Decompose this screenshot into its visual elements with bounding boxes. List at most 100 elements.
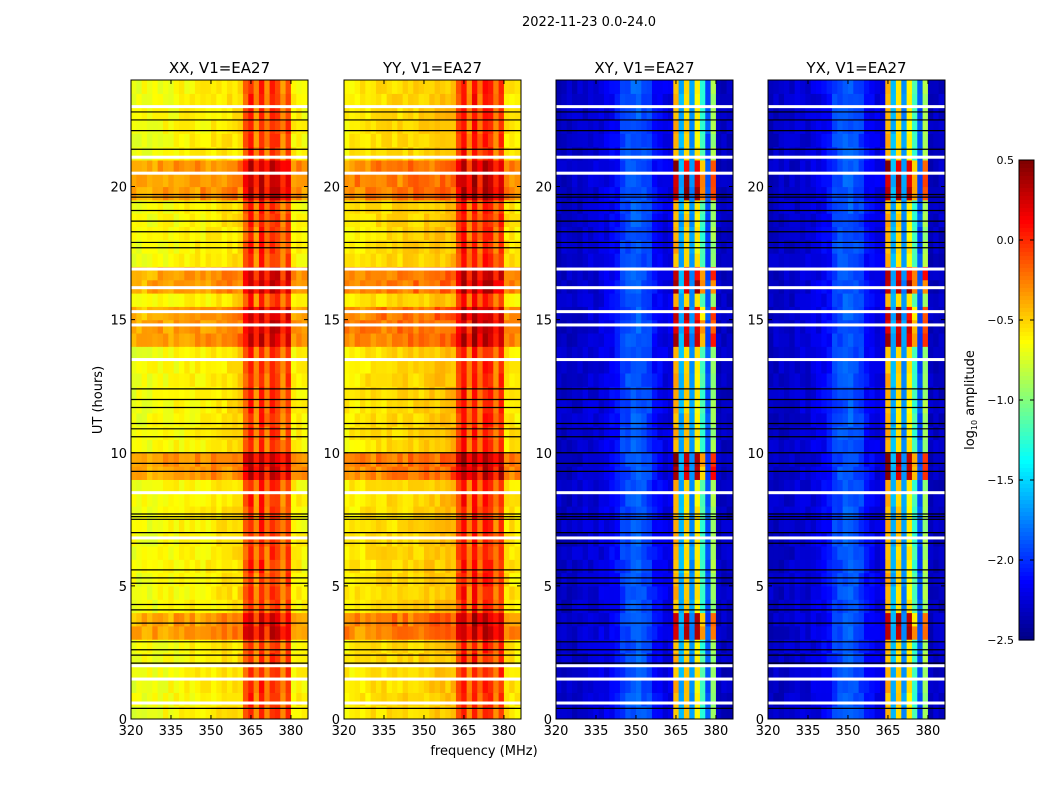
heatmap-cell xyxy=(647,559,653,573)
heatmap-cell xyxy=(349,133,355,147)
heatmap-cell xyxy=(583,599,589,613)
heatmap-cell xyxy=(477,493,483,507)
heatmap-cell xyxy=(344,253,350,267)
heatmap-cell xyxy=(567,320,573,334)
heatmap-cell xyxy=(243,293,249,307)
heatmap-cell xyxy=(695,213,701,227)
y-tick-label: 15 xyxy=(323,314,340,329)
heatmap-cell xyxy=(641,626,647,640)
heatmap-cell xyxy=(376,559,382,573)
heatmap-cell xyxy=(206,586,212,600)
heatmap-cell xyxy=(302,306,308,320)
heatmap-cell xyxy=(593,226,599,240)
heatmap-cell xyxy=(509,226,515,240)
heatmap-cell xyxy=(615,80,621,94)
heatmap-cell xyxy=(488,506,494,520)
heatmap-cell xyxy=(179,613,185,627)
heatmap-cell xyxy=(445,226,451,240)
heatmap-cell xyxy=(657,253,663,267)
heatmap-cell xyxy=(286,107,292,121)
heatmap-cell xyxy=(695,586,701,600)
heatmap-cell xyxy=(238,413,244,427)
heatmap-cell xyxy=(286,120,292,134)
heatmap-cell xyxy=(376,453,382,467)
heatmap-cell xyxy=(488,253,494,267)
heatmap-cell xyxy=(387,453,393,467)
heatmap-cell xyxy=(679,586,685,600)
heatmap-cell xyxy=(440,400,446,414)
heatmap-cell xyxy=(360,80,366,94)
heatmap-cell xyxy=(440,586,446,600)
heatmap-cell xyxy=(684,613,690,627)
heatmap-cell xyxy=(424,453,430,467)
heatmap-cell xyxy=(222,80,228,94)
heatmap-cell xyxy=(286,546,292,560)
heatmap-cell xyxy=(631,333,637,347)
heatmap-cell xyxy=(636,253,642,267)
heatmap-cell xyxy=(227,626,233,640)
heatmap-cell xyxy=(583,107,589,121)
heatmap-cell xyxy=(588,439,594,453)
heatmap-cell xyxy=(429,187,435,201)
heatmap-cell xyxy=(615,173,621,187)
heatmap-cell xyxy=(286,439,292,453)
heatmap-cell xyxy=(227,453,233,467)
heatmap-cell xyxy=(577,133,583,147)
heatmap-cell xyxy=(647,599,653,613)
heatmap-cell xyxy=(429,413,435,427)
heatmap-cell xyxy=(302,533,308,547)
heatmap-cell xyxy=(641,679,647,693)
heatmap-cell xyxy=(195,213,201,227)
heatmap-cell xyxy=(195,519,201,533)
heatmap-cell xyxy=(184,373,190,387)
heatmap-cell xyxy=(163,679,169,693)
heatmap-cell xyxy=(227,253,233,267)
heatmap-cell xyxy=(663,306,669,320)
heatmap-cell xyxy=(509,187,515,201)
heatmap-cell xyxy=(200,599,206,613)
heatmap-cell xyxy=(264,533,270,547)
heatmap-cell xyxy=(599,120,605,134)
heatmap-cell xyxy=(435,599,441,613)
heatmap-cell xyxy=(243,173,249,187)
heatmap-cell xyxy=(577,493,583,507)
heatmap-cell xyxy=(472,226,478,240)
heatmap-cell xyxy=(243,187,249,201)
heatmap-cell xyxy=(625,253,631,267)
heatmap-cell xyxy=(673,626,679,640)
heatmap-cell xyxy=(663,373,669,387)
heatmap-cell xyxy=(515,453,521,467)
heatmap-cell xyxy=(355,293,361,307)
heatmap-cell xyxy=(695,306,701,320)
heatmap-cell xyxy=(588,400,594,414)
heatmap-cell xyxy=(408,293,414,307)
heatmap-cell xyxy=(206,519,212,533)
heatmap-cell xyxy=(572,559,578,573)
heatmap-cell xyxy=(286,466,292,480)
heatmap-cell xyxy=(349,173,355,187)
heatmap-cell xyxy=(467,226,473,240)
heatmap-cell xyxy=(636,546,642,560)
heatmap-cell xyxy=(456,519,462,533)
heatmap-cell xyxy=(222,586,228,600)
heatmap-cell xyxy=(467,253,473,267)
heatmap-cell xyxy=(556,333,562,347)
heatmap-cell xyxy=(472,80,478,94)
heatmap-cell xyxy=(716,453,722,467)
heatmap-cell xyxy=(206,360,212,374)
heatmap-cell xyxy=(561,506,567,520)
x-tick-label: 365 xyxy=(452,724,477,739)
heatmap-cell xyxy=(184,80,190,94)
heatmap-cell xyxy=(451,599,457,613)
heatmap-cell xyxy=(657,453,663,467)
heatmap-cell xyxy=(504,559,510,573)
heatmap-cell xyxy=(392,253,398,267)
heatmap-cell xyxy=(280,439,286,453)
heatmap-cell xyxy=(184,253,190,267)
heatmap-cell xyxy=(641,187,647,201)
heatmap-cell xyxy=(472,466,478,480)
heatmap-cell xyxy=(477,506,483,520)
heatmap-cell xyxy=(413,493,419,507)
heatmap-cell xyxy=(652,120,658,134)
heatmap-cell xyxy=(195,466,201,480)
